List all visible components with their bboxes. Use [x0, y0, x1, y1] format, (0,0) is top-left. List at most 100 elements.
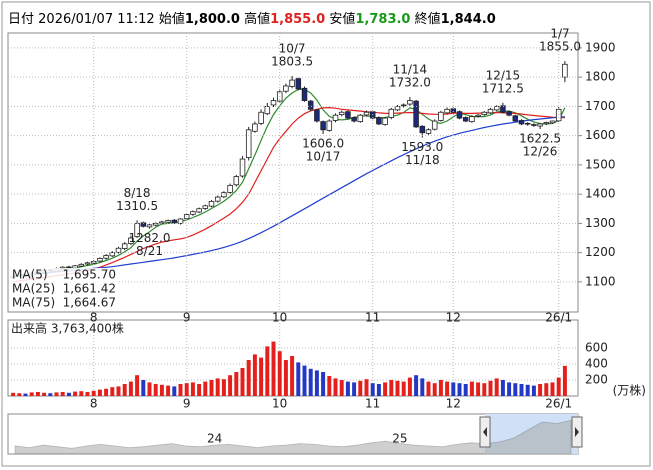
candle-body [78, 263, 85, 267]
candle-body [264, 106, 271, 115]
volume-bar [432, 383, 437, 396]
x-tick-label: 26/1 [545, 311, 572, 325]
volume-bar [308, 368, 313, 396]
low: 1,783.0 [355, 12, 411, 27]
volume-bar [401, 381, 406, 396]
candle-body [103, 255, 109, 259]
handle-arrow [483, 427, 487, 437]
volume-bar [91, 390, 96, 396]
volume-bar [500, 380, 505, 396]
volume-bar [556, 377, 561, 396]
candle-body [413, 100, 419, 128]
volume-unit: (万株) [613, 383, 646, 398]
y-tick-label: 1700 [585, 99, 616, 113]
candle-body [456, 111, 463, 119]
ma-line [13, 106, 565, 283]
candle-body [227, 184, 233, 193]
annotation-date: 12/15 [486, 68, 521, 82]
volume-title: 出来高 3,763,400株 [11, 321, 124, 336]
annotation-date: 11/18 [405, 153, 440, 167]
candle-body [562, 63, 568, 78]
volume-bar [265, 346, 270, 396]
candle-body [221, 192, 227, 198]
candle-body [400, 104, 407, 107]
candle-body [345, 111, 351, 119]
x-tick-label: 8 [90, 397, 98, 411]
volume-bar [463, 384, 468, 396]
annotation-date: 10/7 [279, 42, 306, 56]
candle-body [351, 117, 357, 122]
navigator-area [14, 419, 572, 454]
volume-bar [23, 393, 28, 396]
navigator-label: 25 [392, 432, 407, 446]
legend-value: 1,695.70 [63, 268, 116, 282]
x-tick-label: 10 [272, 397, 287, 411]
x-tick-label: 9 [183, 397, 191, 411]
candle-body [462, 117, 469, 122]
ma-line [13, 116, 565, 277]
volume-bar [122, 384, 127, 396]
candle-body [245, 129, 252, 158]
annotation-value: 1593.0 [401, 140, 443, 154]
volume-bar [48, 393, 53, 396]
volume-bar [321, 372, 326, 396]
volume-bar [370, 383, 375, 396]
volume-bar [252, 354, 257, 396]
volume-bar [29, 392, 34, 396]
candle-body [295, 78, 302, 90]
legend-bg [10, 268, 118, 282]
volume-bar [482, 383, 487, 396]
candle-body [283, 85, 289, 92]
legend-value: 1,664.67 [63, 296, 116, 310]
volume-bar [116, 386, 121, 396]
candle-body [301, 87, 308, 101]
candle-body [518, 120, 525, 125]
volume-bar [197, 384, 202, 396]
candle-body [214, 196, 221, 202]
volume-bar [153, 384, 158, 396]
candle-body [196, 208, 202, 213]
volume-bar [333, 378, 338, 396]
candle-body [140, 222, 147, 227]
annotation-date: 8/21 [136, 244, 163, 258]
candle-body [289, 79, 295, 87]
volume-bar [525, 384, 530, 396]
volume-bar [420, 378, 425, 396]
annotation-value: 1712.5 [482, 81, 524, 95]
volume-bar [246, 360, 251, 396]
volume-bar [178, 384, 183, 396]
label: 日付 [8, 12, 35, 27]
candle-body [357, 114, 364, 123]
volume-bar [203, 381, 208, 396]
volume-bar [215, 378, 220, 396]
annotation-value: 1606.0 [302, 136, 344, 150]
x-tick-label: 8 [90, 311, 98, 325]
candle-body [425, 129, 432, 134]
y-tick-label: 1300 [585, 216, 616, 230]
candle-body [84, 262, 91, 265]
candle-body [202, 205, 209, 209]
volume-bar [42, 392, 47, 396]
volume-bar [426, 381, 431, 396]
volume-bar [407, 377, 412, 396]
candle-body [543, 122, 550, 125]
candle-body [258, 111, 264, 124]
x-tick-label: 12 [446, 311, 461, 325]
annotation-value: 1310.5 [116, 199, 158, 213]
y-tick-label: 1500 [585, 157, 616, 171]
volume-bar [73, 391, 78, 396]
candle-body [320, 121, 326, 131]
y-tick-label: 1800 [585, 70, 616, 84]
volume-bar [445, 381, 450, 396]
candle-body [549, 120, 556, 124]
x-tick-label: 11 [365, 397, 380, 411]
candle-body [500, 105, 506, 113]
candle-body [307, 100, 314, 110]
open: 1,800.0 [184, 12, 240, 27]
volume-bar [234, 372, 239, 396]
volume-bar [345, 381, 350, 396]
candle-body [469, 116, 475, 123]
candle-body [363, 111, 370, 116]
